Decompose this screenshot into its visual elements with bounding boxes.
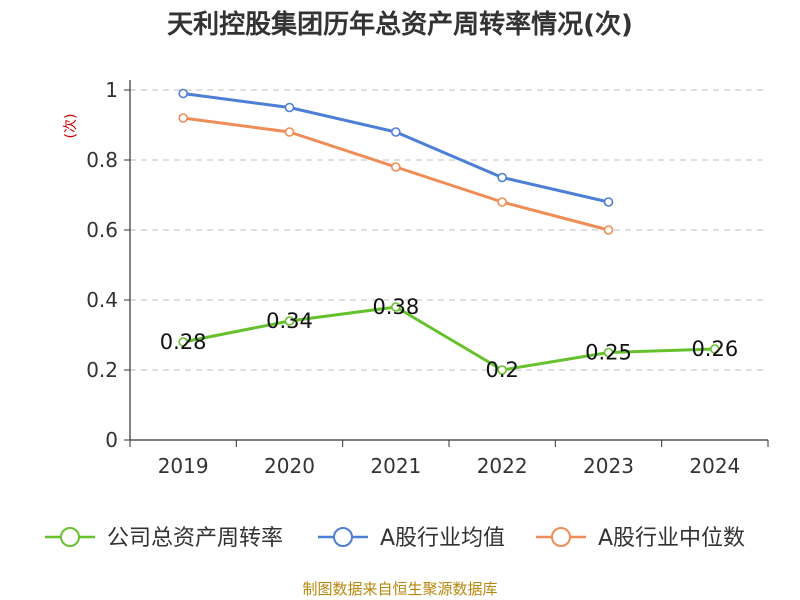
data-point	[391, 127, 401, 137]
data-point	[603, 347, 614, 358]
legend-swatch-marker	[333, 527, 353, 547]
legend-swatch-marker	[60, 527, 80, 547]
data-point	[391, 162, 401, 172]
legend-label: A股行业均值	[380, 526, 505, 551]
y-tick-label: 0.4	[86, 288, 118, 312]
data-label: 0.2	[485, 358, 518, 382]
series-group: 0.28 0.34 0.38 0.2 0.25 0.26	[160, 88, 738, 382]
series-line	[182, 92, 609, 204]
y-tick-label: 0.8	[86, 148, 118, 172]
legend: 公司总资产周转率 A股行业均值 A股行业中位数	[45, 526, 745, 551]
data-point	[603, 197, 614, 207]
x-tick-label: 2024	[689, 454, 740, 478]
series-2	[178, 113, 614, 235]
data-point	[178, 88, 188, 99]
y-tick-label: 0	[105, 428, 118, 452]
data-point	[603, 225, 614, 235]
legend-item: 公司总资产周转率	[45, 526, 283, 551]
x-tick-label: 2023	[583, 454, 634, 478]
y-tick-label: 0.6	[86, 218, 118, 242]
data-point	[284, 102, 295, 113]
y-tick-labels: 0 0.2 0.4 0.6 0.8 1	[86, 78, 118, 452]
data-point	[497, 197, 507, 207]
legend-swatch-marker	[551, 527, 571, 547]
chart-title: 天利控股集团历年总资产周转率情况(次)	[167, 9, 633, 40]
data-point	[497, 365, 507, 375]
x-tick-labels: 2019 2020 2021 2022 2023 2024	[158, 454, 741, 478]
data-point	[284, 127, 295, 137]
x-tick-label: 2019	[158, 454, 209, 478]
source-note: 制图数据来自恒生聚源数据库	[302, 580, 497, 598]
data-point	[391, 302, 401, 312]
y-axis-label: (次)	[63, 114, 79, 139]
x-tick-label: 2021	[370, 454, 421, 478]
legend-item: A股行业中位数	[536, 526, 745, 551]
data-point	[497, 172, 507, 183]
data-point	[284, 316, 295, 326]
legend-label: A股行业中位数	[598, 526, 745, 551]
gridlines	[130, 89, 768, 371]
data-label: 0.28	[160, 330, 207, 354]
x-tick-label: 2022	[477, 454, 528, 478]
legend-label: 公司总资产周转率	[107, 526, 283, 551]
y-tick-label: 1	[105, 78, 118, 102]
data-label: 0.26	[691, 337, 738, 361]
data-point	[178, 337, 188, 347]
legend-item: A股行业均值	[318, 526, 505, 551]
data-label: 0.38	[372, 295, 419, 319]
data-point	[178, 113, 188, 123]
series-line	[182, 305, 715, 372]
axes	[124, 80, 769, 447]
data-point	[710, 344, 720, 354]
series-1	[178, 88, 614, 207]
data-label: 0.34	[266, 309, 313, 333]
series-0: 0.28 0.34 0.38 0.2 0.25 0.26	[160, 295, 738, 382]
data-label: 0.25	[585, 341, 632, 365]
x-tick-label: 2020	[264, 454, 315, 478]
y-tick-label: 0.2	[86, 358, 118, 382]
